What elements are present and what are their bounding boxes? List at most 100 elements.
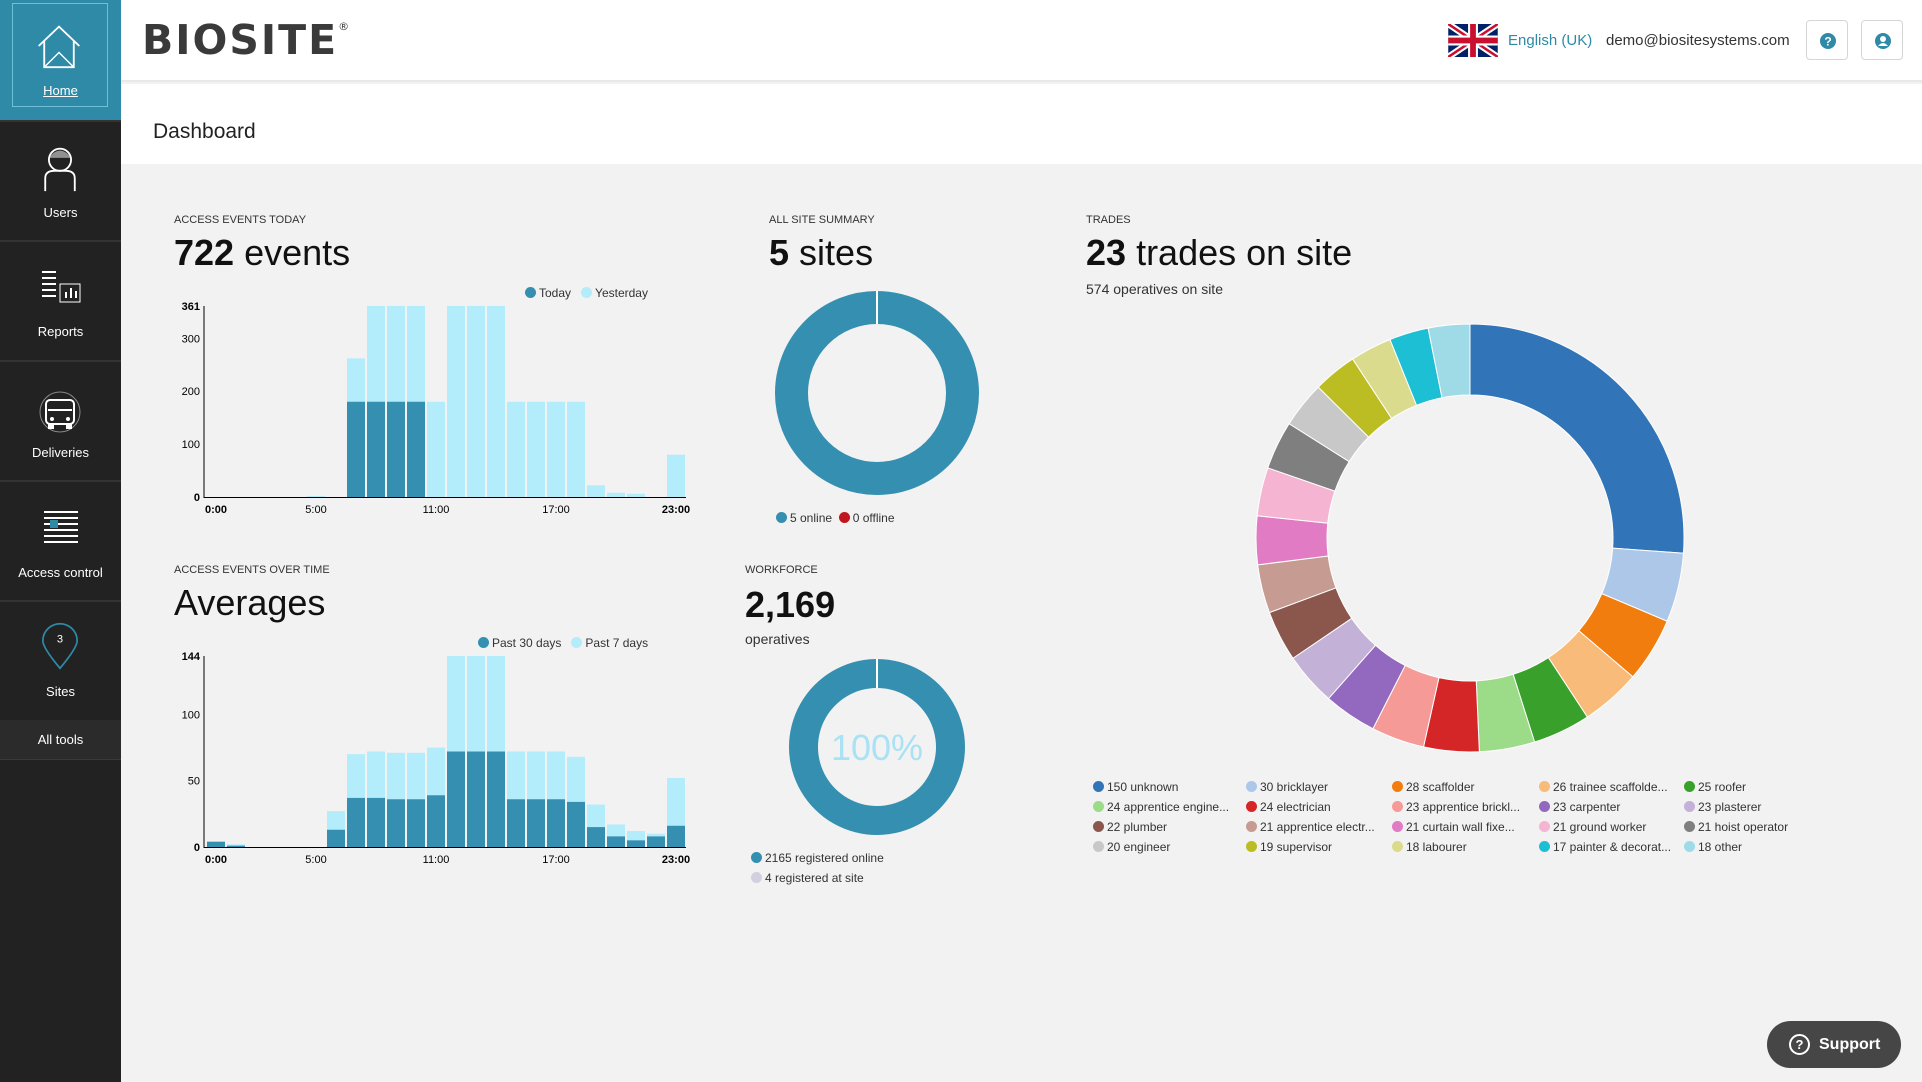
support-button[interactable]: ? Support (1767, 1021, 1901, 1068)
trades-legend-label: 21 ground worker (1553, 820, 1647, 834)
legend-swatch-registered-online (751, 852, 762, 863)
site-summary-number: 5 (769, 232, 790, 273)
sidebar-item-home[interactable]: Home (0, 0, 121, 120)
sidebar: Home Users Reports (0, 0, 121, 1082)
uk-flag-icon[interactable] (1448, 24, 1498, 57)
trades-legend-item[interactable]: 18 labourer (1392, 840, 1542, 854)
legend-swatch (1392, 781, 1403, 792)
trades-legend-item[interactable]: 24 apprentice engine... (1093, 800, 1243, 814)
chart1-bar-bg-21 (627, 493, 645, 497)
trades-legend-item[interactable]: 21 curtain wall fixe... (1392, 820, 1542, 834)
help-button[interactable]: ? (1806, 20, 1848, 60)
workforce-count: 2,169 (745, 584, 836, 625)
access-today-chart: 361 300 200 100 0 0:00 5:00 11:00 17:00 23:00 (182, 301, 690, 516)
chart1-bar-bg-18 (567, 401, 585, 497)
chart1-y-tick: 361 (182, 301, 200, 313)
sidebar-item-reports[interactable]: Reports (0, 242, 121, 360)
chart1-x-tick: 5:00 (305, 504, 326, 516)
workforce-legend-site: 4 registered at site (751, 871, 864, 885)
trades-legend-item[interactable]: 20 engineer (1093, 840, 1243, 854)
chart2-bar-fg-10 (407, 799, 425, 847)
site-summary-legend: 5 online 0 offline (776, 511, 895, 525)
language-selector[interactable]: English (UK) (1508, 32, 1593, 49)
reports-icon (42, 271, 81, 303)
trades-legend-item[interactable]: 150 unknown (1093, 780, 1243, 794)
trades-legend-item[interactable]: 17 painter & decorat... (1539, 840, 1689, 854)
chart2-x-tick: 23:00 (662, 854, 690, 866)
chart2-bar-fg-15 (507, 799, 525, 847)
access-today-count: 722 events (174, 232, 350, 274)
chart2-bar-fg-21 (627, 840, 645, 847)
chart1-y-tick: 0 (194, 492, 200, 504)
chart1-x-tick: 0:00 (205, 504, 227, 516)
user-profile-button[interactable] (1861, 20, 1903, 60)
trades-legend-item[interactable]: 22 plumber (1093, 820, 1243, 834)
access-today-label: ACCESS EVENTS TODAY (174, 214, 307, 226)
site-summary-label: ALL SITE SUMMARY (769, 214, 875, 226)
trades-legend-item[interactable]: 23 apprentice brickl... (1392, 800, 1542, 814)
logo-registered-mark: ® (338, 20, 350, 33)
support-icon: ? (1789, 1034, 1810, 1055)
trades-legend-item[interactable]: 25 roofer (1684, 780, 1834, 794)
trades-count: 23 trades on site (1086, 232, 1352, 274)
logo[interactable]: BIOSITE® (142, 16, 349, 64)
chart1-bar-fg-7 (347, 401, 365, 497)
trades-slice-0 (1469, 323, 1685, 554)
sidebar-item-access-control[interactable]: Access control (0, 482, 121, 600)
trades-legend-item[interactable]: 21 apprentice electr... (1246, 820, 1396, 834)
all-tools-link[interactable]: All tools (0, 720, 121, 760)
legend-swatch (1093, 841, 1104, 852)
access-today-number: 722 (174, 232, 235, 273)
legend-swatch (1392, 821, 1403, 832)
trades-legend-item[interactable]: 21 ground worker (1539, 820, 1689, 834)
trades-legend-label: 22 plumber (1107, 820, 1168, 834)
trades-legend-item[interactable]: 18 other (1684, 840, 1834, 854)
trades-legend-item[interactable]: 26 trainee scaffolde... (1539, 780, 1689, 794)
sidebar-item-sites[interactable]: 3 Sites (0, 602, 121, 720)
legend-swatch-offline (838, 512, 850, 523)
legend-swatch (1684, 821, 1695, 832)
trades-legend-item[interactable]: 30 bricklayer (1246, 780, 1396, 794)
site-summary-unit: sites (799, 232, 874, 273)
home-highlight (12, 3, 108, 107)
chart1-bar-bg-5 (307, 495, 325, 497)
chart2-bar-fg-14 (487, 751, 505, 847)
trades-legend-item[interactable]: 24 electrician (1246, 800, 1396, 814)
trades-legend-item[interactable]: 19 supervisor (1246, 840, 1396, 854)
trades-number: 23 (1086, 232, 1127, 273)
map-pin-icon: 3 (41, 622, 79, 670)
legend-swatch (1539, 841, 1550, 852)
trades-legend-item[interactable]: 23 carpenter (1539, 800, 1689, 814)
chart1-bar-bg-20 (607, 492, 625, 497)
legend-swatch (1684, 841, 1695, 852)
trades-legend-label: 23 apprentice brickl... (1406, 800, 1521, 814)
chart2-bar-bg-1 (227, 844, 245, 847)
trades-legend-label: 24 electrician (1260, 800, 1331, 814)
workforce-label: WORKFORCE (745, 564, 818, 576)
trades-legend-item[interactable]: 21 hoist operator (1684, 820, 1834, 834)
sidebar-item-users[interactable]: Users (0, 122, 121, 240)
user-icon (1875, 33, 1891, 49)
chart2-bar-fg-6 (327, 829, 345, 847)
chart2-bar-fg-13 (467, 751, 485, 847)
user-email[interactable]: demo@biositesystems.com (1606, 32, 1790, 49)
legend-registered-online: 2165 registered online (765, 851, 884, 865)
sidebar-item-label: Reports (37, 324, 84, 339)
trades-legend-label: 20 engineer (1107, 840, 1171, 854)
trades-legend-item[interactable]: 23 plasterer (1684, 800, 1834, 814)
legend-swatch (1392, 841, 1403, 852)
chart1-y-tick: 300 (182, 333, 200, 345)
trades-legend-label: 23 carpenter (1553, 800, 1621, 814)
trades-legend-label: 25 roofer (1698, 780, 1747, 794)
trades-legend-item[interactable]: 28 scaffolder (1392, 780, 1542, 794)
chart1-bar-bg-16 (527, 401, 545, 497)
legend-swatch (1093, 821, 1104, 832)
legend-swatch-past-7 (571, 637, 583, 648)
chart2-bar-fg-20 (607, 836, 625, 847)
workforce-donut: 100% (789, 659, 965, 835)
chart2-legend: Past 30 days Past 7 days (478, 636, 648, 650)
sidebar-item-deliveries[interactable]: Deliveries (0, 362, 121, 480)
legend-online: 5 online (790, 511, 833, 525)
worker-icon (44, 147, 76, 192)
trades-legend-label: 17 painter & decorat... (1553, 840, 1672, 854)
